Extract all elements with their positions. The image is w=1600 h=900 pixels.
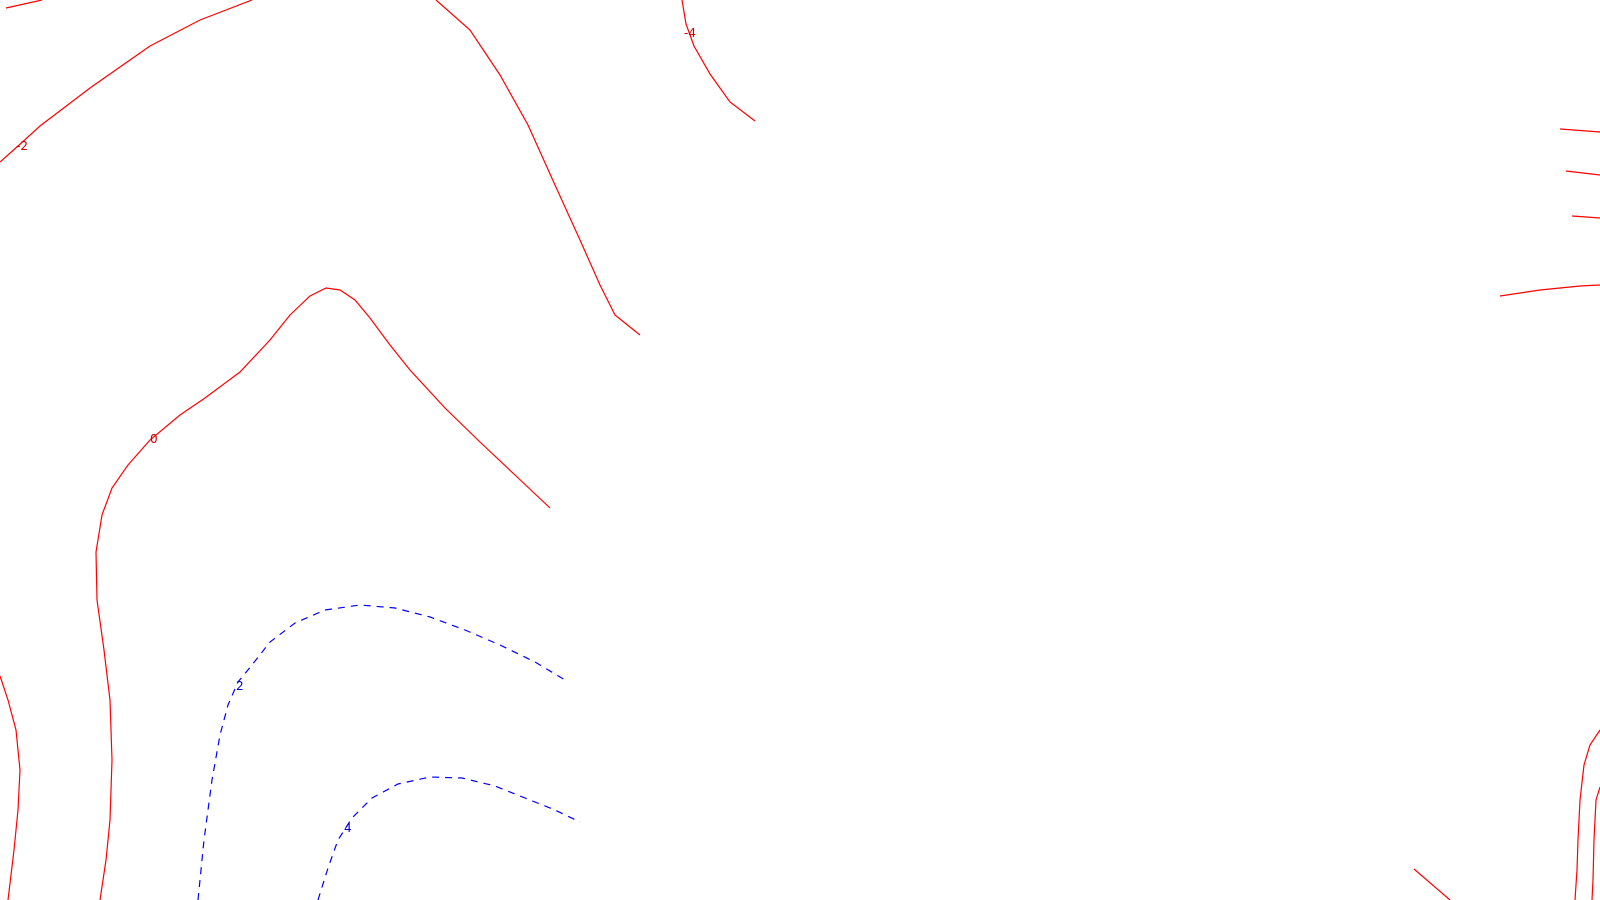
contour-line-zero bbox=[95, 287, 551, 900]
contour-line-right-fragment-2 bbox=[1565, 170, 1600, 176]
contour-label-plus4: 4 bbox=[344, 821, 352, 835]
contour-label-zero: 0 bbox=[150, 432, 158, 446]
contour-line-left-bottom-fragment bbox=[0, 675, 21, 900]
contour-line-plus4 bbox=[317, 776, 581, 900]
contour-line-bottom-right-inner bbox=[1591, 786, 1600, 900]
contour-line-plus2 bbox=[197, 604, 566, 900]
contour-line-right-fragment-1 bbox=[1559, 128, 1600, 133]
contour-line-minus4 bbox=[681, 0, 756, 122]
contour-label-plus2: 2 bbox=[236, 679, 244, 693]
contour-line-bottom-right-curve bbox=[1574, 729, 1600, 900]
contour-line-ridge bbox=[435, 0, 641, 336]
contour-label-minus2: -2 bbox=[16, 139, 28, 153]
contour-line-right-fragment-4 bbox=[1499, 284, 1600, 297]
contour-line-right-fragment-3 bbox=[1571, 215, 1600, 219]
contour-label-minus4: -4 bbox=[684, 26, 696, 40]
contour-line-top-left-fragment bbox=[5, 0, 43, 9]
contour-line-bottom-right-diagonal bbox=[1413, 868, 1451, 900]
contour-line-minus2 bbox=[0, 0, 253, 163]
